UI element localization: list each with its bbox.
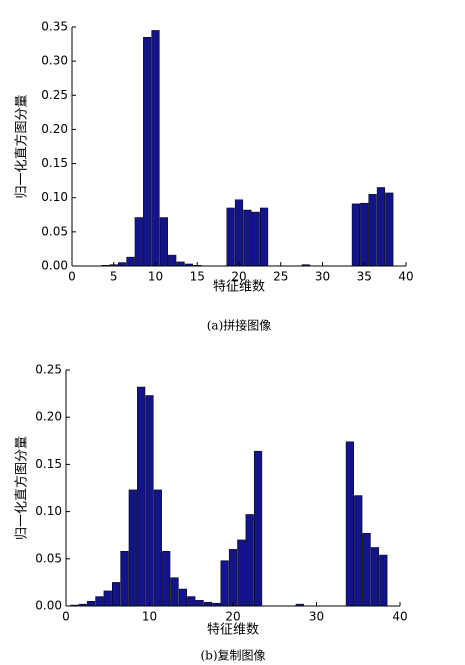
x-tick-label: 40 (398, 270, 413, 284)
bar (112, 582, 121, 607)
bar (226, 207, 235, 267)
y-tick-label: 0.15 (35, 457, 62, 471)
y-tick-label: 0.35 (41, 20, 68, 34)
x-tick-label: 0 (62, 610, 70, 624)
y-tick-label: 0.00 (41, 259, 68, 273)
bar (176, 261, 185, 267)
bar (259, 207, 269, 267)
bar (345, 441, 354, 607)
y-tick-label: 0.30 (41, 54, 68, 68)
x-tick-label: 35 (357, 270, 372, 284)
x-tick-label: 25 (273, 270, 288, 284)
bar (253, 450, 263, 607)
x-tick-label: 30 (309, 610, 324, 624)
bar (159, 217, 168, 267)
bar (118, 262, 127, 267)
bar (234, 199, 244, 267)
x-axis-label: 特征维数 (213, 280, 265, 295)
bar (251, 211, 260, 267)
bar (151, 30, 160, 267)
bar (243, 209, 252, 267)
x-axis-label: 特征维数 (207, 623, 259, 638)
x-tick-label: 20 (225, 610, 240, 624)
bar (95, 596, 104, 607)
bar (168, 254, 177, 267)
bar (137, 386, 146, 607)
bar (385, 192, 394, 267)
bar (237, 539, 246, 607)
y-tick-label: 0.10 (35, 504, 62, 518)
bar (145, 395, 154, 607)
bar (86, 601, 96, 607)
x-tick-label: 40 (392, 610, 407, 624)
y-axis-label: 归一化直方图分量 (14, 436, 30, 540)
bar (195, 600, 204, 607)
caption: (a)拼接图像 (207, 318, 272, 333)
bar (370, 547, 380, 607)
bar (354, 495, 363, 607)
x-tick-label: 10 (148, 270, 163, 284)
bar (368, 194, 377, 267)
x-tick-label: 15 (190, 270, 205, 284)
x-tick-label: 0 (68, 270, 76, 284)
bar (376, 187, 386, 267)
bar (128, 489, 137, 607)
bar (170, 577, 179, 607)
y-tick-label: 0.05 (35, 551, 62, 565)
y-tick-label: 0.10 (41, 190, 68, 204)
y-tick-label: 0.25 (35, 363, 62, 377)
bar (153, 489, 162, 607)
bar (360, 202, 369, 267)
bar (187, 596, 196, 607)
y-tick-label: 0.05 (41, 224, 68, 238)
bar (203, 601, 213, 607)
y-tick-label: 0.20 (35, 410, 62, 424)
bar (103, 590, 112, 607)
bar (134, 217, 143, 267)
y-tick-label: 0.00 (35, 599, 62, 613)
y-axis-label: 归一化直方图分量 (14, 94, 30, 198)
y-tick-label: 0.25 (41, 88, 68, 102)
bar (362, 533, 371, 607)
y-tick-label: 0.15 (41, 156, 68, 170)
x-tick-label: 10 (142, 610, 157, 624)
bar (245, 514, 254, 607)
bar (228, 549, 238, 607)
caption: (b)复制图像 (200, 649, 265, 663)
bar (379, 554, 388, 607)
bar (162, 550, 171, 607)
bar (143, 36, 152, 267)
bar (120, 550, 129, 607)
bar (178, 588, 187, 607)
x-tick-label: 5 (110, 270, 118, 284)
bar (126, 256, 135, 267)
bar (220, 560, 229, 607)
x-tick-label: 30 (315, 270, 330, 284)
bar (351, 203, 360, 267)
y-tick-label: 0.20 (41, 122, 68, 136)
x-tick-label: 20 (231, 270, 246, 284)
